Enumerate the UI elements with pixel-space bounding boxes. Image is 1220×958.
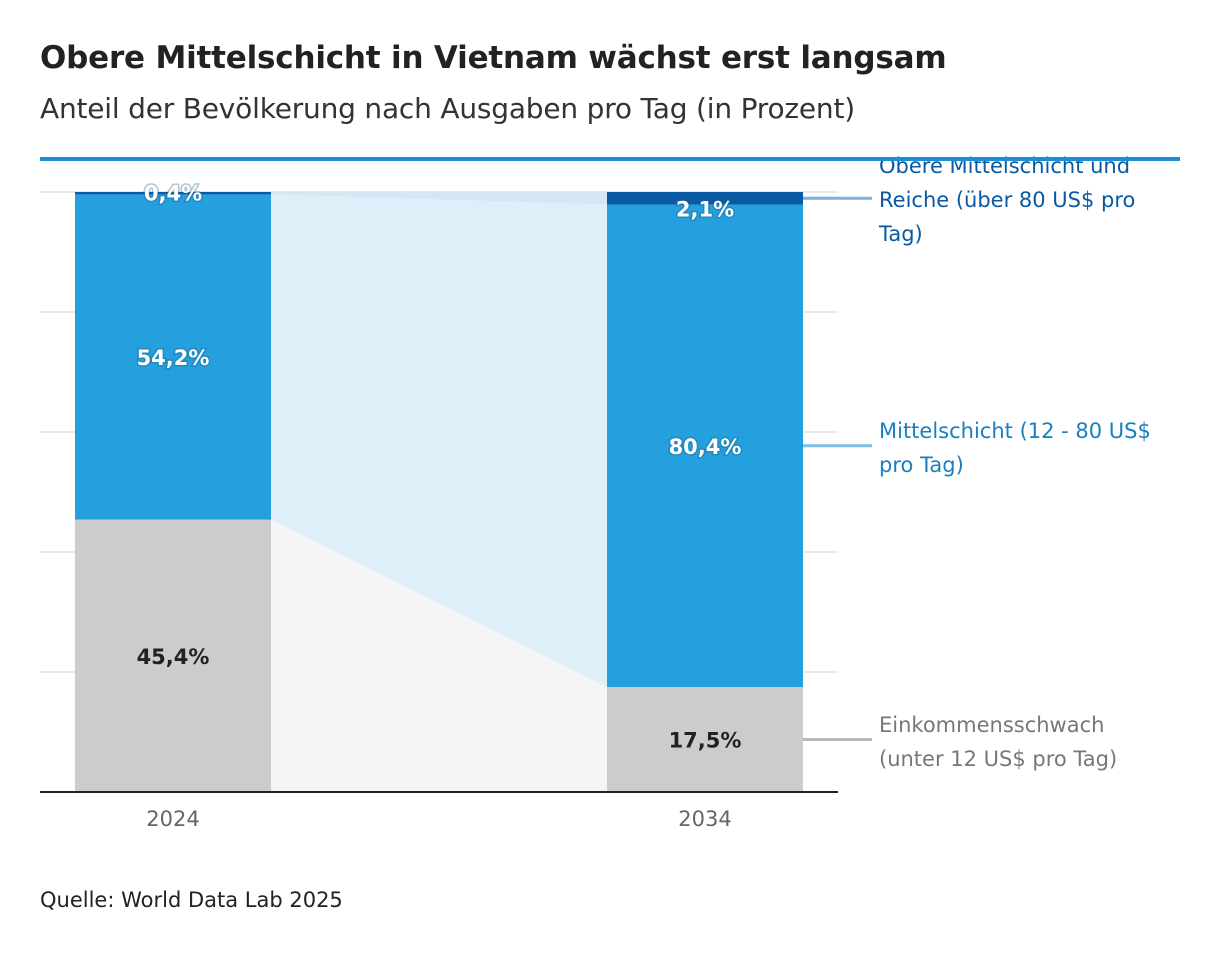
connector-band-upper [271, 192, 607, 205]
bar-upper-2034 [607, 192, 803, 205]
data-label-upper-2034: 2,1% [676, 198, 734, 222]
source-note: Quelle: World Data Lab 2025 [40, 888, 343, 912]
data-label-low-2024: 45,4% [137, 645, 210, 669]
bar-middle-2034 [607, 204, 803, 687]
title-divider-line [40, 157, 1180, 161]
connector-band-middle [271, 194, 607, 687]
legend-label-low: Einkommensschwach [879, 713, 1104, 737]
x-tick-label: 2034 [678, 807, 731, 831]
x-tick-label: 2024 [146, 807, 199, 831]
legend-label-middle: Mittelschicht (12 - 80 US$ [879, 419, 1151, 443]
data-label-middle-2034: 80,4% [669, 435, 742, 459]
chart-title: Obere Mittelschicht in Vietnam wächst er… [40, 40, 947, 76]
data-label-middle-2024: 54,2% [137, 346, 210, 370]
bar-low-2024 [75, 519, 271, 792]
data-label-upper-2024: 0,4% [144, 181, 202, 205]
legend-label-low: (unter 12 US$ pro Tag) [879, 747, 1117, 771]
bar-middle-2024 [75, 194, 271, 520]
bar-low-2034 [607, 687, 803, 792]
legend-label-middle: pro Tag) [879, 453, 964, 477]
chart-subtitle: Anteil der Bevölkerung nach Ausgaben pro… [40, 92, 855, 125]
data-label-low-2034: 17,5% [669, 729, 742, 753]
legend-label-upper: Tag) [878, 222, 923, 246]
legend-label-upper: Reiche (über 80 US$ pro [879, 188, 1135, 212]
bar-upper-2024 [75, 192, 271, 195]
connector-band-low [271, 519, 607, 792]
